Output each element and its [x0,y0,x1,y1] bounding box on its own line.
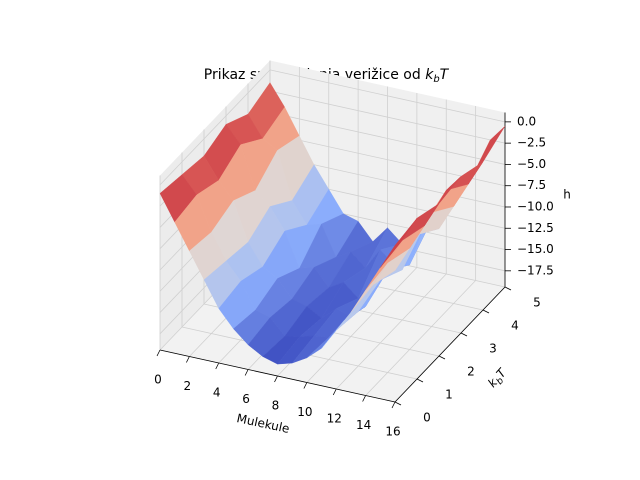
x-axis-label: Mulekule [235,411,290,436]
tick-mark [460,332,468,337]
tick-mark [504,286,512,291]
x-tick-label: 10 [297,405,312,419]
y-tick-label: 4 [511,319,519,333]
y-tick-label: 1 [445,388,453,402]
y-tick-label: 0 [423,411,431,425]
x-tick-label: 6 [242,392,250,406]
tick-mark [303,382,308,389]
grid-line [335,273,447,390]
z-tick-label: 0.0 [517,114,536,128]
z-tick-label: −17.5 [517,263,554,277]
z-axis-label: h [563,188,571,202]
grid-line [269,69,506,123]
tick-mark [274,375,278,383]
surface-patch [380,217,418,268]
axis-line [394,286,506,403]
x-tick-label: 0 [154,373,162,387]
tick-mark [362,395,366,402]
tick-mark [244,369,249,376]
grid-line [269,90,506,144]
z-tick-label: −7.5 [517,178,546,192]
grid-line [365,280,476,396]
x-tick-label: 4 [213,386,221,400]
tick-mark [438,355,446,360]
y-tick-label: 3 [489,342,497,356]
x-tick-label: 14 [356,418,371,432]
y-label-sub: b [495,375,506,386]
title-tail: T [440,67,450,83]
tick-mark [391,401,396,409]
tick-mark [416,378,424,383]
tick-mark [332,388,337,396]
tick-mark [215,362,220,370]
x-tick-label: 12 [327,412,342,426]
axis-line [159,349,396,403]
grid-line [159,69,271,186]
z-tick-label: −5.0 [517,157,546,171]
grid-line [269,112,506,165]
tick-mark [482,309,490,314]
z-tick-label: −2.5 [517,136,546,150]
y-axis-label: kbT [485,364,512,391]
z-tick-label: −10.0 [517,199,554,213]
z-tick-label: −15.0 [517,242,554,256]
title-sub: b [433,74,439,85]
x-tick-label: 2 [184,379,192,393]
tick-mark [156,349,161,357]
x-tick-label: 16 [385,425,400,439]
tick-mark [186,356,190,363]
tick-mark [394,401,402,406]
x-tick-label: 8 [272,399,280,413]
z-tick-label: −12.5 [517,221,554,235]
grid-line [306,267,418,383]
y-tick-label: 2 [467,365,475,379]
surface [159,82,506,365]
title-math: k [425,67,434,83]
y-tick-label: 5 [533,296,541,310]
